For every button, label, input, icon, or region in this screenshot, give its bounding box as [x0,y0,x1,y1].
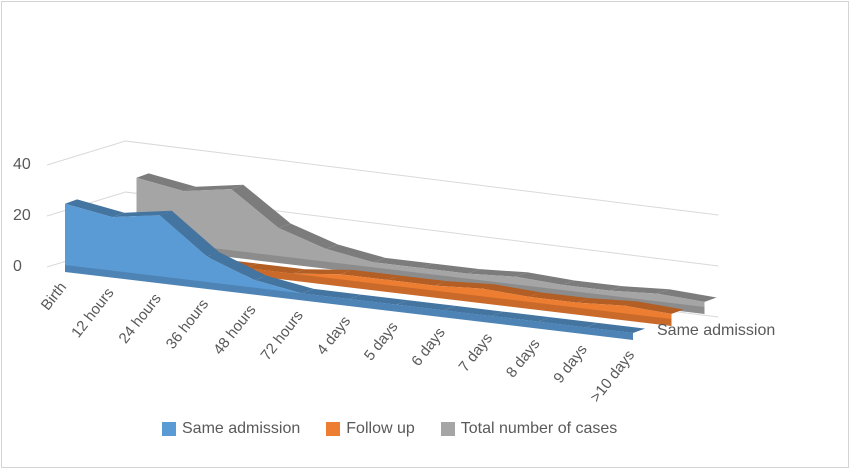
area-top-segment [183,184,244,192]
legend-item-follow-up: Follow up [326,420,415,438]
y-tick-label: 40 [13,156,31,173]
area-top-segment [373,257,433,268]
area-series-2 [136,177,705,310]
area-top-segment [434,281,495,289]
area-top-segment [65,199,125,218]
legend-item-same-admission: Same admission [162,420,300,438]
legend-swatch-orange [326,422,341,436]
x-tick-label: 6 days [408,324,449,369]
area-top-segment [467,269,528,277]
area-top-segment [562,280,622,291]
area-top-segment [292,269,353,275]
y-tick-label: 0 [13,258,22,275]
x-tick-label: 7 days [456,330,497,375]
area-top-segment [624,301,684,314]
area-top-segment [657,289,717,302]
x-tick-label: 9 days [550,341,591,386]
x-tick-label: 48 hours [210,302,259,358]
area-top-segment [538,317,598,328]
area-top-segment [207,252,267,281]
legend-swatch-blue [162,422,176,436]
x-tick-label: 72 hours [257,307,306,363]
area-top-segment [420,263,480,274]
area-base-edge [65,265,633,340]
area-top-segment [136,173,196,192]
x-tick-label: >10 days [587,347,638,406]
area-top-segment [112,210,172,218]
area-series-0 [65,203,633,336]
area-top-segment [396,300,456,311]
area-top-segment [515,272,575,285]
area-top-segment [159,210,220,257]
x-tick-label: 24 hours [115,290,164,346]
legend-swatch-gray [440,422,455,436]
area-top-segment [278,223,338,249]
y-tick-label: 20 [13,207,31,224]
depth-axis-label: Same admission [657,322,775,339]
area-top-segment [491,311,551,322]
area-top-segment [340,269,400,280]
area-top-segment [585,322,646,333]
area-top-segment [529,292,589,303]
legend-label: Follow up [346,420,415,437]
legend: Same admission Follow up Total number of… [162,420,617,438]
legend-label: Same admission [182,420,301,437]
area-top-segment [349,294,409,305]
legend-item-total: Total number of cases [440,420,618,438]
area-top-segment [231,184,291,228]
series-areas [65,173,717,340]
x-tick-label: 12 hours [68,285,117,341]
area-top-segment [576,298,637,306]
area-top-segment [482,284,542,297]
x-tick-label: Birth [38,279,70,314]
area-top-segment [387,275,447,286]
x-tick-label: 5 days [361,319,402,364]
x-tick-label: 36 hours [163,296,212,352]
x-tick-label: 4 days [314,313,355,358]
area-top-segment [254,275,314,294]
area-top-segment [443,305,504,316]
area-top-segment [245,263,305,274]
x-tick-label: 8 days [503,336,544,381]
area-top-segment [325,244,386,263]
gridline-40 [46,140,719,216]
area-top-segment [301,288,362,299]
y-axis-ticks: 0 20 40 [13,156,31,275]
legend-label: Total number of cases [460,420,618,437]
area-top-segment [609,286,670,294]
